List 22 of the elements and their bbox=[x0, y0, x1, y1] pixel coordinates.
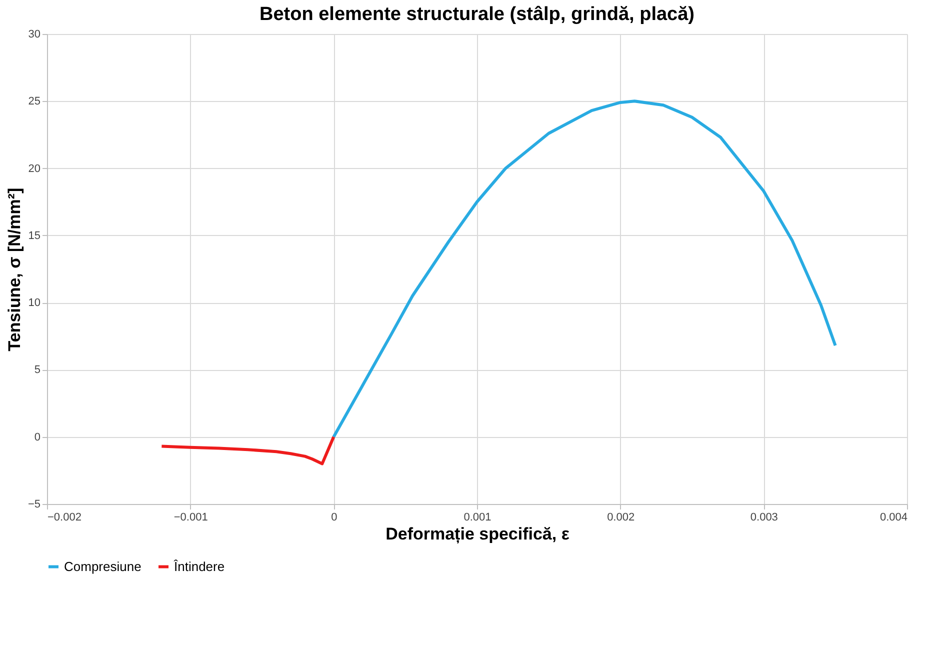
x-tick-label: −0.002 bbox=[48, 512, 82, 524]
y-tick-label: 5 bbox=[34, 364, 40, 376]
legend-label: Întindere bbox=[173, 558, 225, 574]
y-tick-label: 10 bbox=[28, 297, 40, 310]
x-tick-label: 0.003 bbox=[750, 512, 778, 524]
x-axis-title: Deformație specifică, ε bbox=[386, 524, 570, 544]
y-tick-label: 0 bbox=[34, 431, 40, 444]
x-tick-label: 0 bbox=[331, 512, 338, 524]
y-axis-title: Tensiune, σ [N/mm²] bbox=[4, 188, 24, 352]
line-series bbox=[160, 435, 336, 466]
y-tick-label: 15 bbox=[28, 230, 40, 242]
x-tick-label: −0.001 bbox=[174, 512, 208, 524]
legend-label: Compresiune bbox=[64, 558, 142, 574]
chart-title: Beton elemente structurale (stâlp, grindă, placă) bbox=[260, 4, 694, 25]
x-tick-label: 0.004 bbox=[880, 512, 908, 524]
x-tick-label: 0.001 bbox=[464, 512, 492, 524]
y-tick-label: 25 bbox=[28, 96, 40, 108]
y-tick-label: 30 bbox=[28, 28, 40, 40]
y-tick-label: −5 bbox=[28, 498, 40, 510]
x-tick-label: 0.002 bbox=[607, 512, 635, 524]
line-series bbox=[332, 100, 837, 438]
y-tick-label: 20 bbox=[28, 162, 40, 175]
